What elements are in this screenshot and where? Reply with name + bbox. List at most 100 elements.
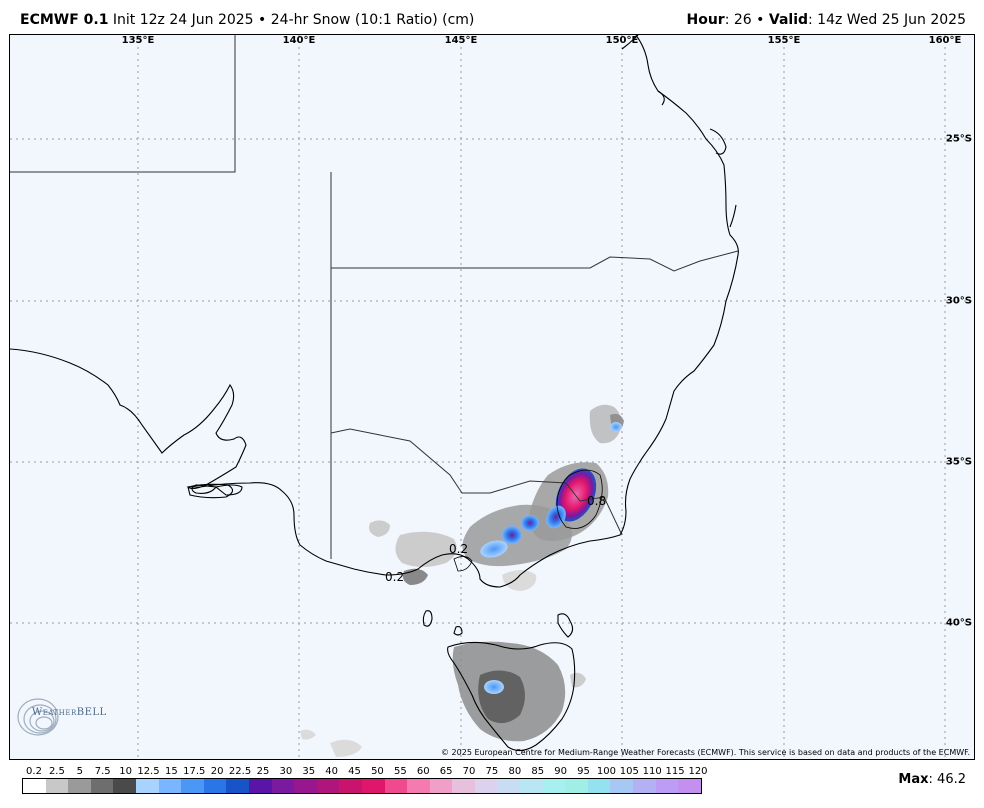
init-time: Init 12z 24 Jun 2025: [112, 12, 254, 28]
colorbar-tick-label: 40: [325, 766, 339, 777]
valid-value: : 14z Wed 25 Jun 2025: [808, 12, 966, 28]
colorbar-tick-label: 115: [665, 766, 685, 777]
colorbar-tick-label: 15: [165, 766, 178, 777]
colorbar-tick-label: 10: [119, 766, 132, 777]
colorbar-swatch: [23, 779, 46, 793]
header: ECMWF 0.1 Init 12z 24 Jun 2025 • 24-hr S…: [0, 0, 984, 34]
colorbar-swatch: [361, 779, 385, 793]
lon-label-155: 155°E: [767, 35, 801, 46]
graticule: [10, 35, 974, 759]
colorbar-tick-label: 75: [485, 766, 499, 777]
contour-label: 0.8: [587, 494, 607, 508]
colorbar-swatch: [316, 779, 340, 793]
colorbar-tick-label: 22.5: [228, 766, 252, 777]
colorbar-swatch: [294, 779, 317, 793]
colorbar-tick-label: 25: [256, 766, 270, 777]
colorbar-swatch: [271, 779, 295, 793]
forecast-time: Hour: 26 • Valid: 14z Wed 25 Jun 2025: [686, 12, 967, 28]
map-canvas: [10, 35, 974, 759]
colorbar-swatch: [181, 779, 204, 793]
colorbar: 0.2 2.5 5 7.5 10 12.5 15 17.5 20 22.5 25 30 35 40 45 50…: [22, 766, 708, 796]
colorbar-swatch: [90, 779, 114, 793]
colorbar-swatch: [113, 779, 136, 793]
colorbar-swatch: [339, 779, 362, 793]
colorbar-swatch: [678, 779, 701, 793]
map-panel: 135°E 140°E 145°E 150°E 155°E 160°E 25°S…: [9, 34, 975, 760]
colorbar-tick-label: 90: [554, 766, 567, 777]
copyright-notice: © 2025 European Centre for Medium-Range …: [441, 748, 970, 757]
colorbar-tick-label: 50: [371, 766, 384, 777]
model-name: ECMWF 0.1: [20, 12, 109, 28]
colorbar-tick-label: 7.5: [94, 766, 111, 777]
colorbar-swatch: [542, 779, 566, 793]
colorbar-bar: [22, 778, 702, 794]
colorbar-tick-label: 120: [688, 766, 708, 777]
colorbar-tick-label: 105: [619, 766, 639, 777]
colorbar-swatch: [520, 779, 543, 793]
colorbar-tick-label: 12.5: [137, 766, 160, 777]
max-label: Max: [898, 772, 929, 787]
colorbar-tick-label: 55: [393, 766, 407, 777]
colorbar-tick-label: 100: [596, 766, 616, 777]
colorbar-tick-label: 95: [577, 766, 590, 777]
logo-text: WeatherBELL: [32, 707, 107, 718]
colorbar-swatch: [655, 779, 679, 793]
lon-label-135: 135°E: [121, 35, 155, 46]
colorbar-tick-label: 60: [416, 766, 430, 777]
lat-label-40: 40°S: [945, 617, 972, 629]
colorbar-tick-label: 0.2: [26, 766, 42, 777]
max-value: Max: 46.2: [898, 772, 966, 787]
colorbar-tick-label: 65: [439, 766, 453, 777]
product-name: 24-hr Snow (10:1 Ratio) (cm): [270, 12, 475, 28]
snow-grey-fields: [300, 404, 624, 757]
lon-label-150: 150°E: [605, 35, 639, 46]
hour-label: Hour: [686, 12, 725, 28]
colorbar-tick-label: 30: [279, 766, 293, 777]
colorbar-ticks: 0.2 2.5 5 7.5 10 12.5 15 17.5 20 22.5 25 30 35 40 45 50…: [22, 766, 708, 778]
colorbar-swatch: [68, 779, 91, 793]
colorbar-tick-label: 5: [76, 766, 83, 777]
colorbar-swatch: [407, 779, 430, 793]
colorbar-swatch: [565, 779, 588, 793]
colorbar-swatch: [587, 779, 611, 793]
colorbar-swatch: [610, 779, 634, 793]
state-borders: [10, 35, 739, 559]
swirl-icon: [17, 698, 59, 736]
colorbar-swatch: [203, 779, 227, 793]
colorbar-swatch: [452, 779, 475, 793]
colorbar-swatch: [135, 779, 159, 793]
colorbar-swatch: [474, 779, 498, 793]
colorbar-tick-label: 20: [210, 766, 224, 777]
weatherbell-logo: WeatherBELL: [14, 693, 110, 741]
colorbar-tick-label: 85: [531, 766, 545, 777]
colorbar-tick-label: 70: [462, 766, 476, 777]
snow-color-fields: [480, 422, 622, 694]
lat-label-35: 35°S: [945, 456, 972, 468]
coastline: [10, 35, 739, 752]
max-number: : 46.2: [928, 772, 966, 787]
colorbar-tick-label: 45: [348, 766, 361, 777]
colorbar-tick-label: 35: [302, 766, 316, 777]
lat-label-25: 25°S: [945, 133, 972, 145]
snow-contours: [453, 469, 603, 572]
colorbar-swatch: [45, 779, 69, 793]
hour-value: : 26: [724, 12, 752, 28]
contour-label: 0.2: [449, 542, 469, 556]
colorbar-tick-label: 110: [642, 766, 662, 777]
colorbar-swatch: [248, 779, 272, 793]
colorbar-swatch: [633, 779, 656, 793]
lat-label-30: 30°S: [945, 295, 972, 307]
lon-label-145: 145°E: [444, 35, 478, 46]
colorbar-swatch: [429, 779, 453, 793]
colorbar-swatch: [384, 779, 408, 793]
colorbar-swatch: [226, 779, 249, 793]
map-title: ECMWF 0.1 Init 12z 24 Jun 2025 • 24-hr S…: [20, 12, 475, 28]
colorbar-swatch: [158, 779, 182, 793]
colorbar-tick-label: 17.5: [183, 766, 206, 777]
lon-label-140: 140°E: [282, 35, 316, 46]
valid-label: Valid: [768, 12, 809, 28]
colorbar-swatch: [497, 779, 521, 793]
contour-label: 0.2: [385, 570, 405, 584]
colorbar-tick-label: 80: [508, 766, 522, 777]
lon-label-160: 160°E: [928, 35, 962, 46]
